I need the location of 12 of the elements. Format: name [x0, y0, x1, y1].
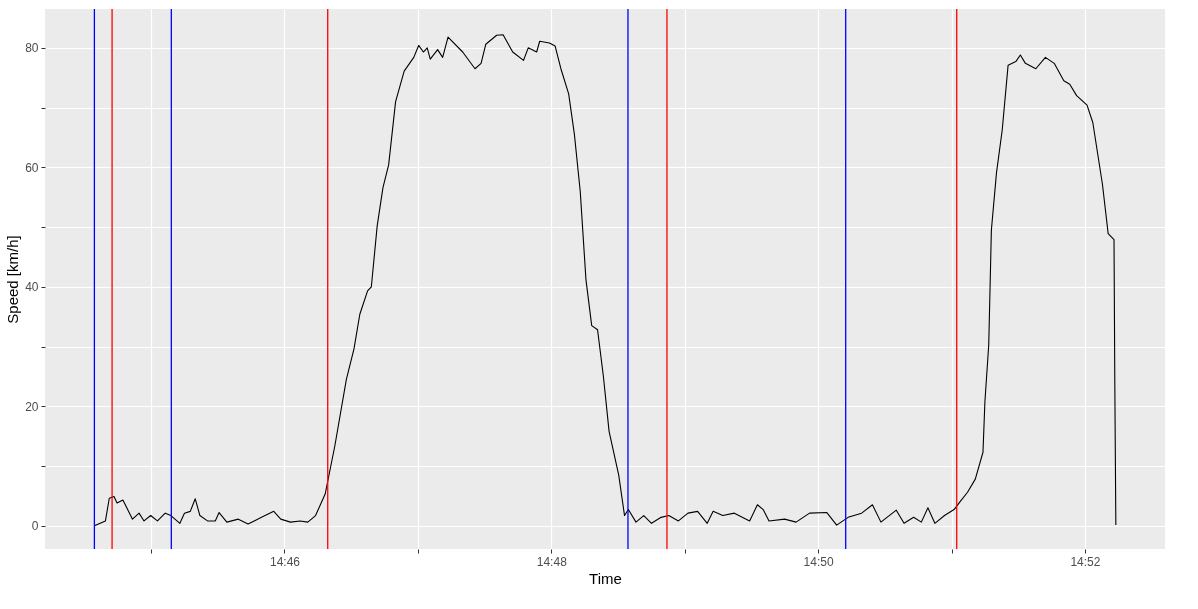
x-tick-label: 14:50 [803, 554, 834, 569]
y-tick-label: 40 [25, 280, 39, 295]
x-axis-title: Time [589, 569, 622, 587]
x-tick-label: 14:46 [269, 554, 301, 569]
y-tick-label: 60 [25, 160, 39, 175]
line-series [93, 34, 1117, 527]
y-tick-label: 20 [25, 399, 39, 414]
y-tick-label: 80 [25, 41, 39, 56]
x-tick-label: 14:52 [1070, 554, 1101, 569]
y-tick-label: 0 [31, 519, 39, 534]
x-tick-label: 14:48 [536, 554, 568, 569]
y-axis-title: Speed [km/h] [4, 235, 22, 324]
